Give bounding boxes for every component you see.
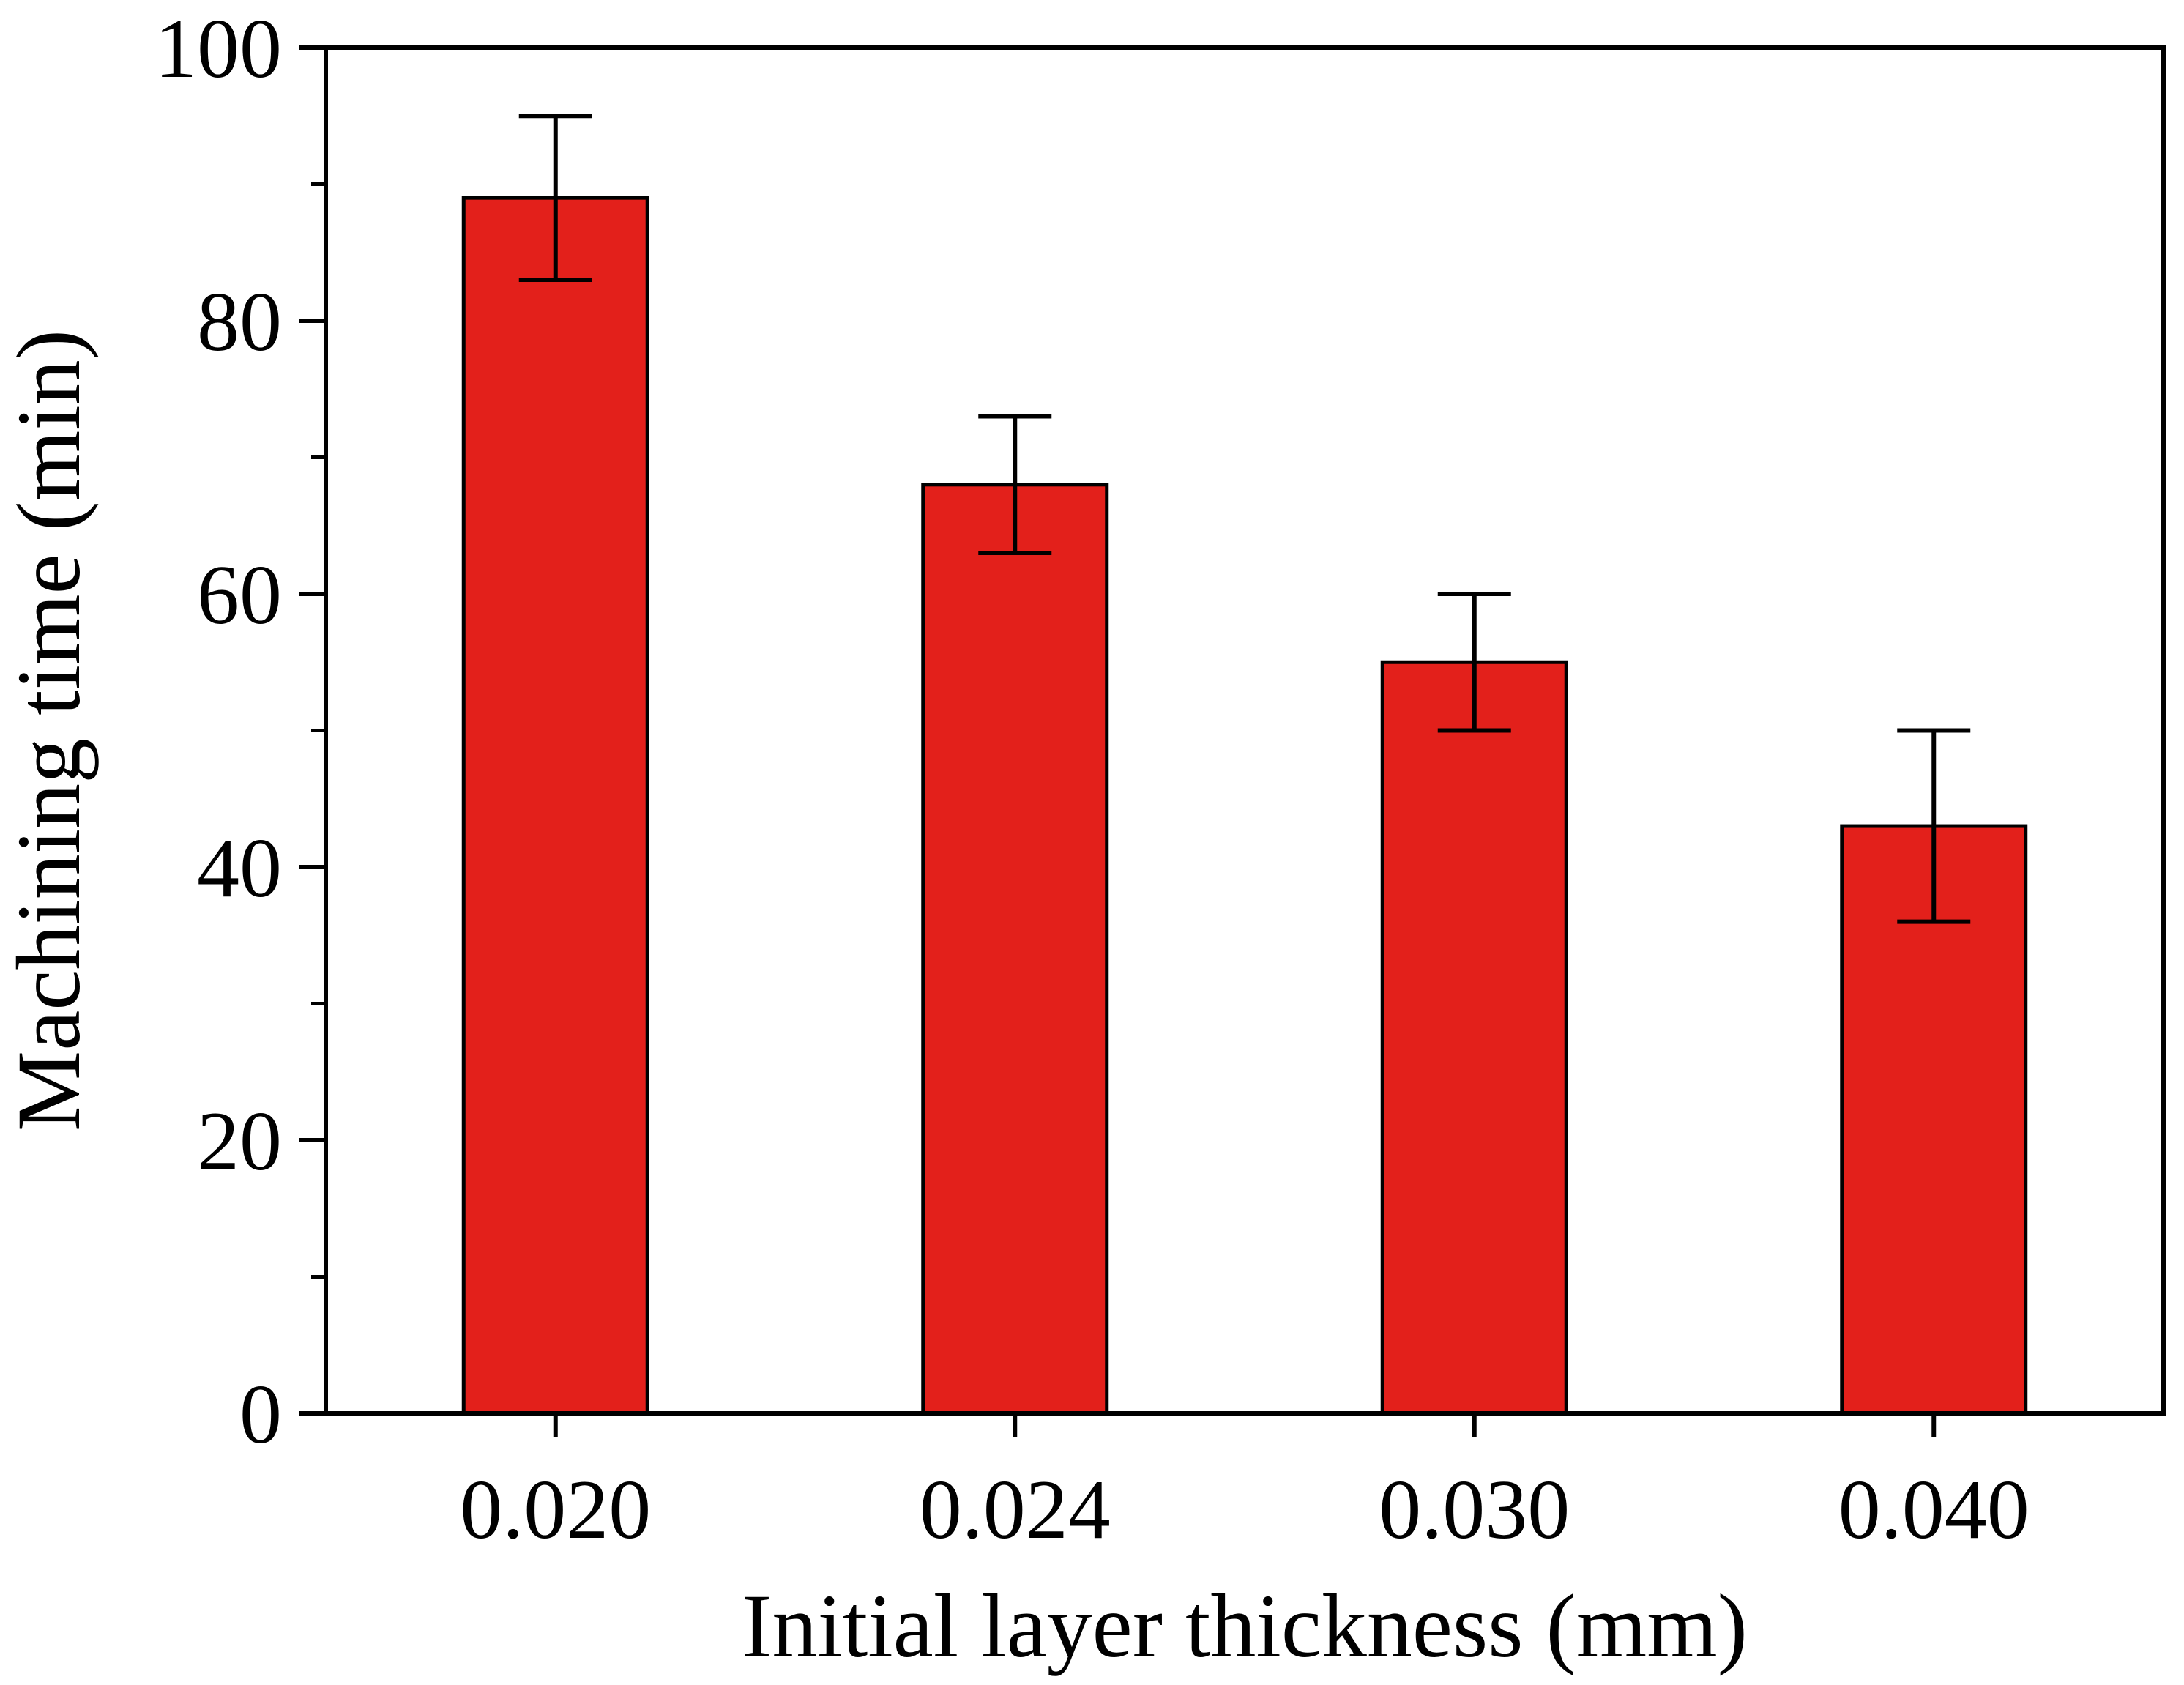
bars-group xyxy=(461,196,2028,1416)
bar-0.030 xyxy=(1380,660,1568,1416)
x-tick-label-0.020: 0.020 xyxy=(460,1463,651,1557)
y-tick-label-40: 40 xyxy=(197,822,282,915)
x-tick-label-0.040: 0.040 xyxy=(1838,1463,2030,1557)
x-axis-ticks: 0.020 0.024 0.030 0.040 xyxy=(460,1413,2030,1557)
y-tick-label-80: 80 xyxy=(197,275,282,369)
x-tick-label-0.030: 0.030 xyxy=(1379,1463,1570,1557)
y-tick-label-0: 0 xyxy=(239,1368,282,1462)
x-axis-title: Initial layer thickness (mm) xyxy=(742,1576,1748,1676)
x-tick-label-0.024: 0.024 xyxy=(920,1463,1111,1557)
y-tick-label-100: 100 xyxy=(154,2,282,96)
bar-0.040 xyxy=(1840,824,2028,1416)
y-tick-label-60: 60 xyxy=(197,548,282,642)
y-axis-ticks: 0 20 40 60 80 100 xyxy=(154,2,326,1462)
y-axis-title: Machining time (min) xyxy=(0,330,99,1131)
error-bars-group xyxy=(518,114,1971,924)
bar-0.024 xyxy=(921,483,1109,1416)
bar-0.020 xyxy=(461,196,649,1416)
y-tick-label-20: 20 xyxy=(197,1095,282,1189)
